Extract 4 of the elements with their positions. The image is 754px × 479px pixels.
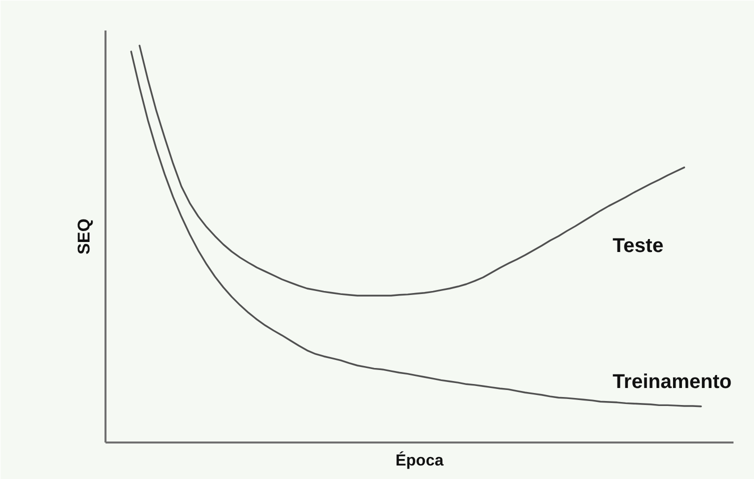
series-label: Treinamento <box>612 371 732 394</box>
y-axis-title: SEQ <box>74 218 94 254</box>
series-label: Teste <box>612 234 664 257</box>
x-axis-title: Época <box>395 450 444 470</box>
